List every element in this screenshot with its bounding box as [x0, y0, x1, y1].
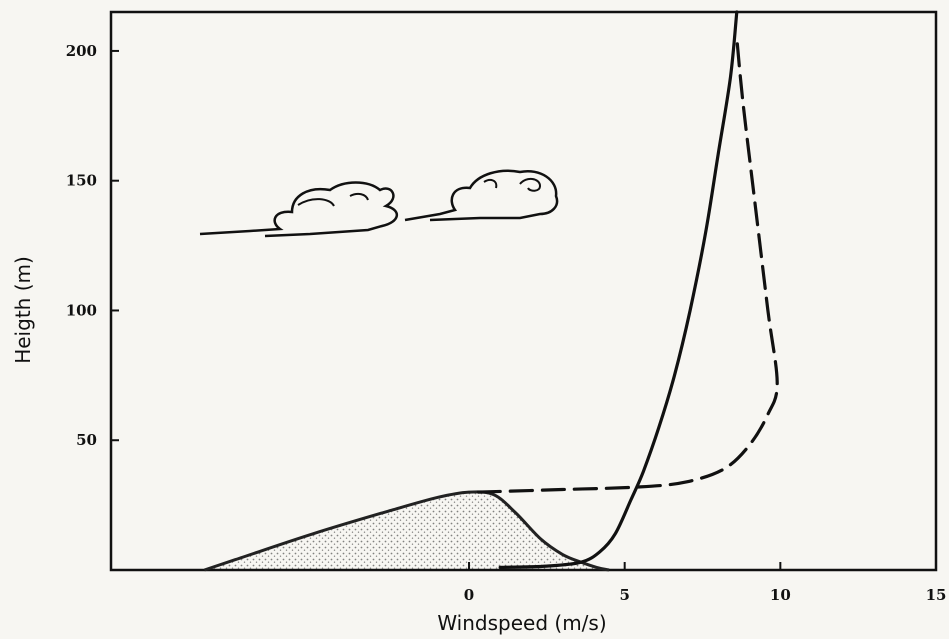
x-tick-label: 10	[770, 586, 791, 604]
y-tick-label: 200	[66, 42, 97, 60]
cloud-right	[404, 169, 559, 222]
series-line-dashed	[476, 36, 779, 494]
cloud-left-swirl	[297, 192, 369, 207]
cloud-left	[199, 181, 398, 238]
y-tick-label: 50	[76, 431, 97, 449]
y-tick-label: 100	[66, 301, 97, 319]
cloud-right-swirl	[483, 178, 542, 192]
x-tick-label: 15	[926, 586, 947, 604]
y-axis-ticks: 50 100 150 200	[66, 42, 119, 449]
x-tick-label: 5	[619, 586, 629, 604]
terrain-fill	[204, 491, 610, 570]
x-tick-label: 0	[464, 586, 474, 604]
x-axis-ticks: 0 5 10 15	[464, 562, 947, 604]
cloud-drawing	[199, 169, 559, 238]
y-tick-label: 150	[66, 172, 97, 190]
y-axis-label: Heigth (m)	[11, 256, 35, 364]
x-axis-label: Windspeed (m/s)	[437, 611, 606, 635]
series-lines	[476, 10, 779, 569]
plot-frame	[109, 10, 938, 572]
series-line-solid	[498, 10, 739, 569]
terrain-hill	[203, 490, 610, 572]
plot-area	[109, 10, 938, 572]
